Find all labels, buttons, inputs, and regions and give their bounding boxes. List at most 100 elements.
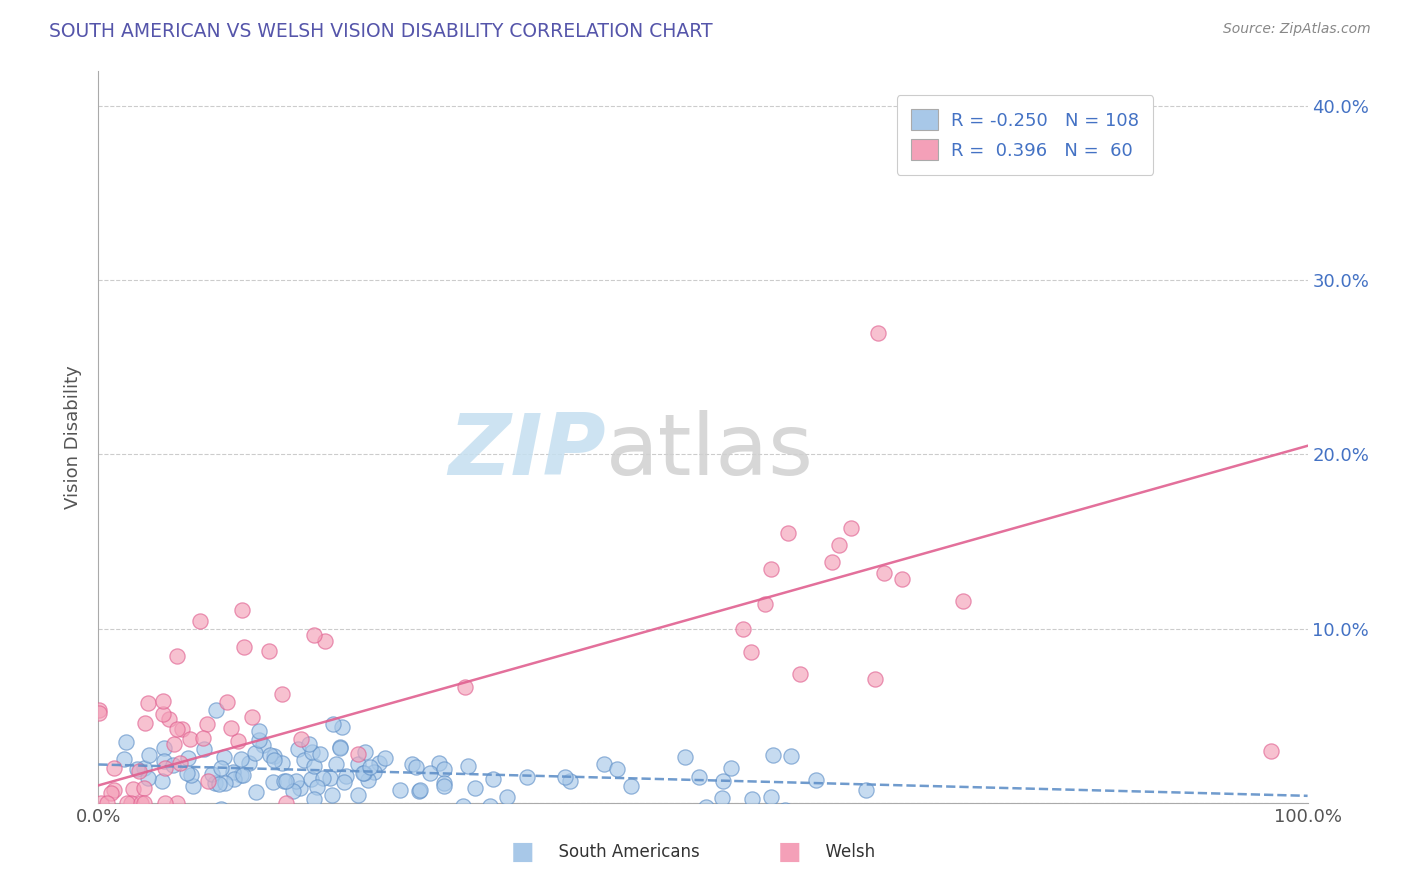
Text: SOUTH AMERICAN VS WELSH VISION DISABILITY CORRELATION CHART: SOUTH AMERICAN VS WELSH VISION DISABILIT… — [49, 22, 713, 41]
Point — [554, 770, 576, 784]
Point — [482, 772, 505, 787]
Point — [789, 667, 811, 681]
Point — [347, 788, 370, 802]
Point — [329, 741, 352, 756]
Point — [201, 767, 224, 781]
Point — [245, 785, 267, 799]
Point — [229, 752, 252, 766]
Point — [179, 731, 201, 746]
Point — [479, 799, 502, 814]
Point — [305, 780, 328, 795]
Point — [401, 757, 423, 772]
Point — [262, 775, 284, 789]
Point — [408, 783, 430, 797]
Point — [273, 773, 295, 788]
Point — [120, 796, 142, 810]
Point — [138, 748, 160, 763]
Point — [276, 796, 298, 810]
Point — [214, 776, 236, 790]
Point — [457, 759, 479, 773]
Point — [132, 780, 155, 795]
Point — [89, 706, 111, 720]
Point — [150, 773, 173, 788]
Point — [121, 782, 143, 797]
Point — [263, 753, 285, 767]
Legend: R = -0.250   N = 108, R =  0.396   N =  60: R = -0.250 N = 108, R = 0.396 N = 60 — [897, 95, 1153, 175]
Point — [284, 773, 307, 788]
Point — [841, 521, 863, 535]
Point — [243, 746, 266, 760]
Point — [353, 745, 375, 759]
Point — [153, 740, 176, 755]
Point — [325, 757, 347, 772]
Text: South Americans: South Americans — [548, 843, 700, 861]
Point — [263, 748, 285, 763]
Point — [593, 756, 616, 771]
Point — [433, 776, 456, 790]
Point — [231, 603, 253, 617]
Point — [157, 712, 180, 726]
Point — [741, 792, 763, 806]
Point — [162, 757, 184, 772]
Point — [302, 628, 325, 642]
Point — [134, 715, 156, 730]
Point — [90, 796, 112, 810]
Point — [776, 525, 799, 540]
Point — [952, 593, 974, 607]
Point — [205, 703, 228, 717]
Point — [828, 538, 851, 552]
Point — [322, 716, 344, 731]
Point — [321, 788, 343, 802]
Point — [297, 737, 319, 751]
Point — [112, 752, 135, 766]
Point — [820, 555, 842, 569]
Point — [155, 761, 177, 775]
Point — [454, 681, 477, 695]
Point — [115, 796, 138, 810]
Text: ■: ■ — [778, 840, 801, 863]
Point — [252, 738, 274, 752]
Point — [103, 761, 125, 775]
Point — [240, 709, 263, 723]
Text: ■: ■ — [510, 840, 534, 863]
Point — [301, 745, 323, 759]
Point — [713, 774, 735, 789]
Point — [166, 796, 188, 810]
Point — [132, 761, 155, 775]
Point — [193, 731, 215, 745]
Point — [319, 771, 342, 785]
Point — [103, 782, 125, 797]
Point — [419, 766, 441, 780]
Point — [96, 796, 118, 810]
Point — [176, 766, 198, 780]
Point — [193, 742, 215, 756]
Point — [209, 761, 232, 775]
Point — [299, 772, 322, 786]
Point — [710, 791, 733, 805]
Point — [333, 775, 356, 789]
Point — [363, 764, 385, 779]
Point — [496, 789, 519, 804]
Point — [207, 777, 229, 791]
Point — [762, 748, 785, 763]
Point — [127, 762, 149, 776]
Point — [347, 757, 370, 772]
Text: Source: ZipAtlas.com: Source: ZipAtlas.com — [1223, 22, 1371, 37]
Point — [312, 772, 335, 786]
Point — [222, 772, 245, 787]
Point — [606, 763, 628, 777]
Point — [257, 644, 280, 658]
Point — [427, 756, 450, 770]
Point — [359, 759, 381, 773]
Point — [247, 732, 270, 747]
Point — [195, 717, 218, 731]
Point — [451, 798, 474, 813]
Point — [688, 771, 710, 785]
Point — [290, 732, 312, 747]
Point — [292, 753, 315, 767]
Point — [180, 767, 202, 781]
Point — [433, 762, 456, 776]
Point — [673, 749, 696, 764]
Point — [731, 622, 754, 636]
Point — [773, 803, 796, 817]
